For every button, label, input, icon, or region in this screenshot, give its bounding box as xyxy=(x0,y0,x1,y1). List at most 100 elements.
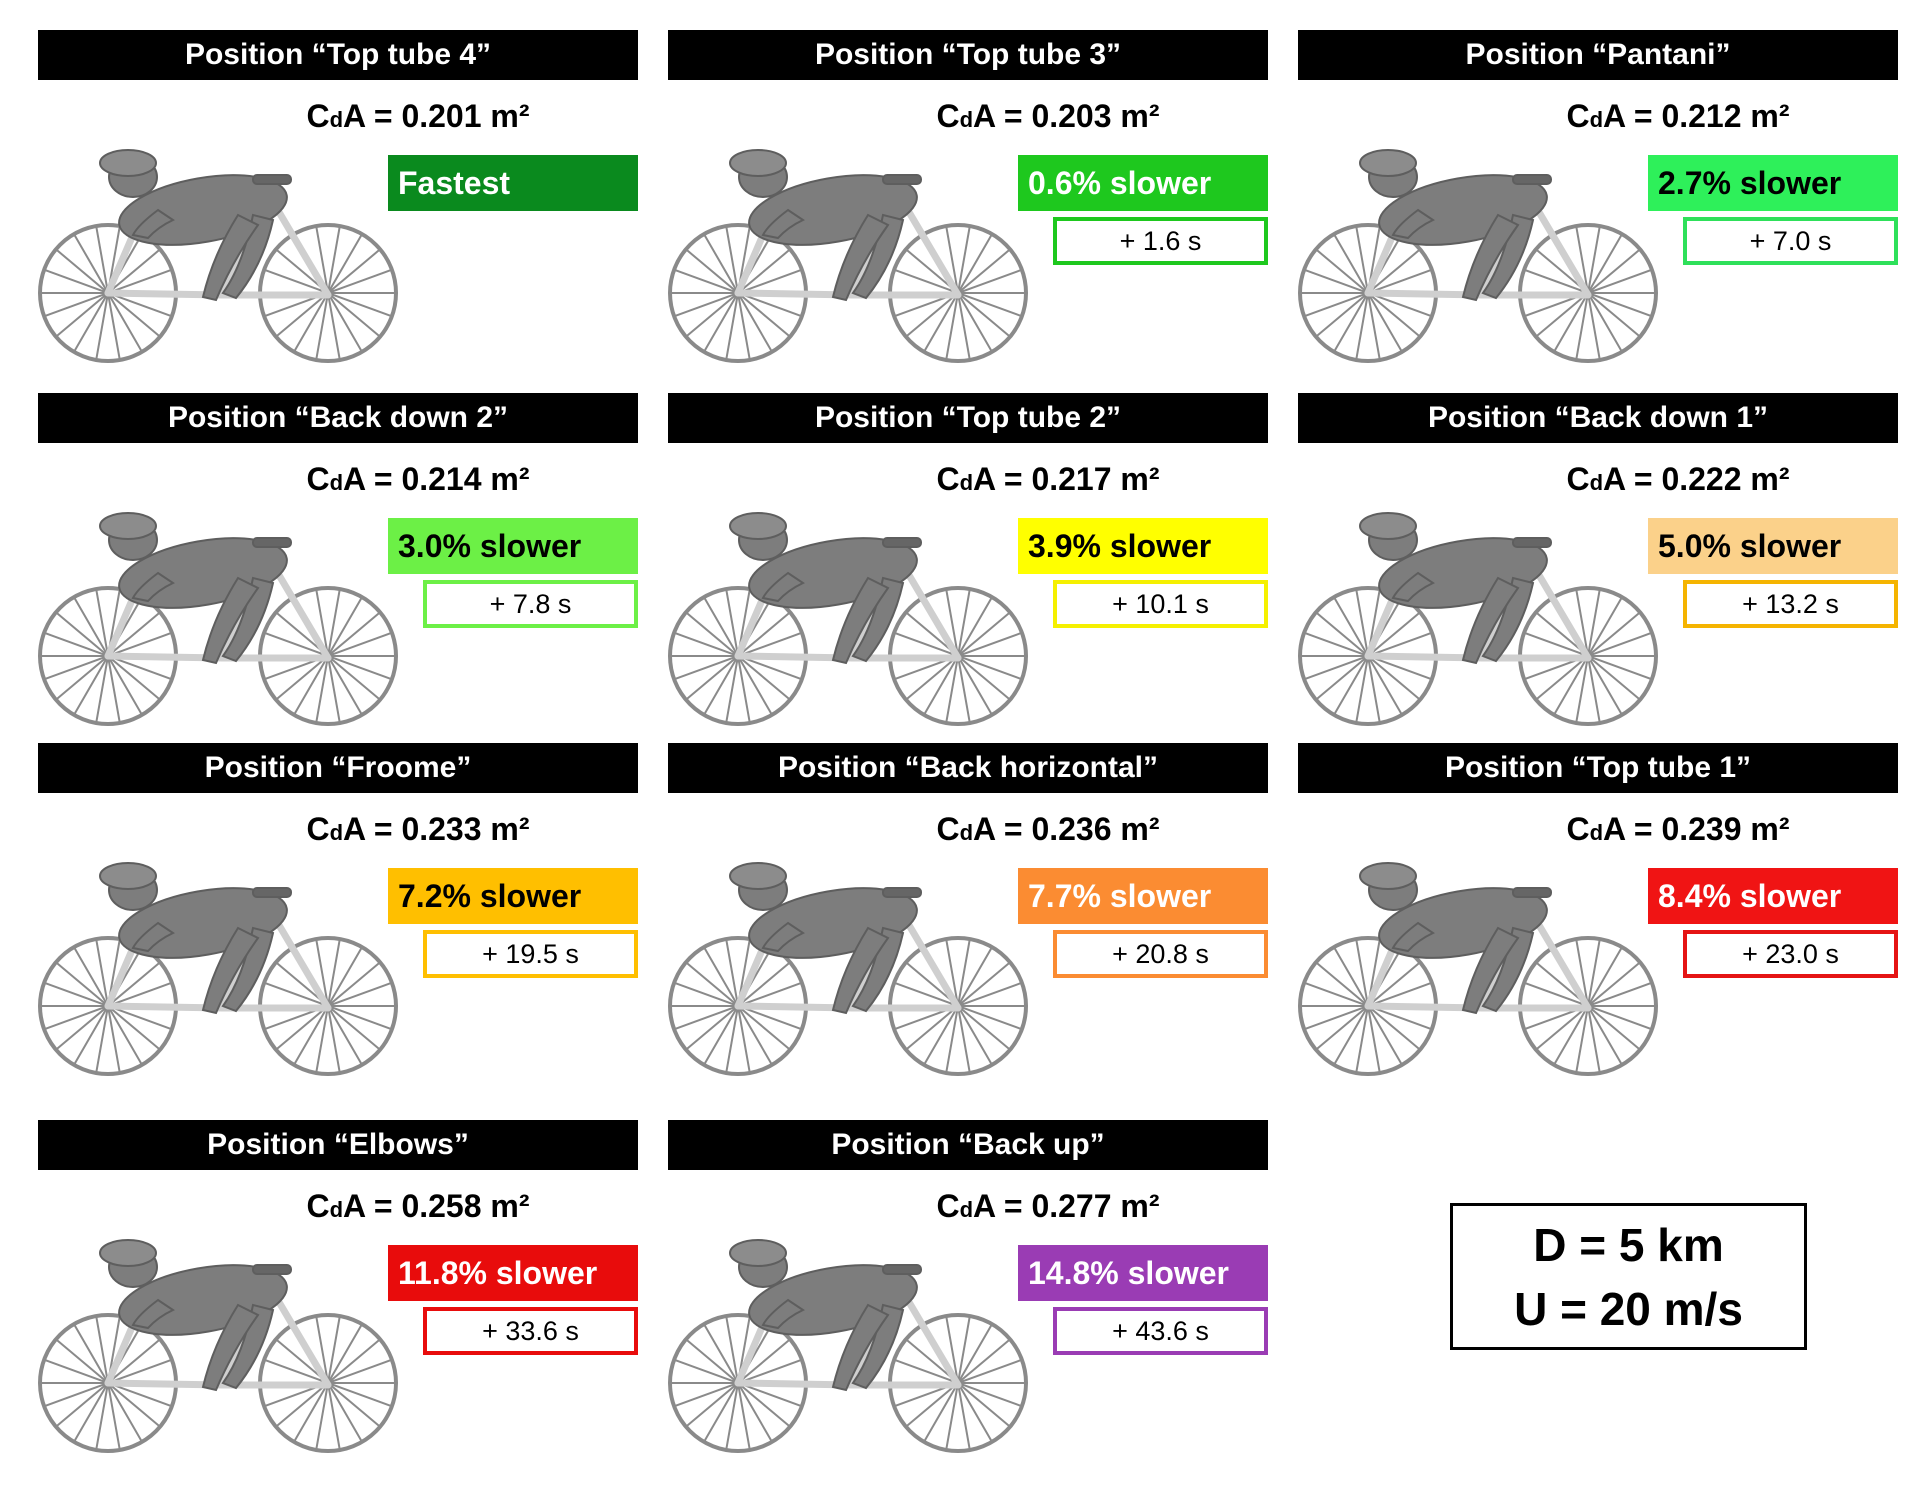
conditions-box: D = 5 km U = 20 m/s xyxy=(1450,1203,1807,1350)
position-panel: Position “Elbows” CdA = 0.258 m² xyxy=(38,1120,638,1475)
position-panel: Position “Top tube 1” CdA = 0.239 xyxy=(1298,743,1898,1098)
time-delta-box: + 7.0 s xyxy=(1683,217,1898,265)
rider-body xyxy=(1359,512,1552,665)
panel-title: Position “Pantani” xyxy=(1298,30,1898,80)
time-delta-box: + 20.8 s xyxy=(1053,930,1268,978)
cda-value: CdA = 0.239 m² xyxy=(1548,811,1808,848)
position-panel: Position “Top tube 3” CdA = 0.203 xyxy=(668,30,1268,385)
cyclist-illustration xyxy=(1298,512,1658,726)
slowdown-badge: Fastest xyxy=(388,155,638,211)
cyclist-illustration xyxy=(668,512,1028,726)
position-panel: Position “Back down 2” CdA = 0.214 xyxy=(38,393,638,748)
cda-number: = 0.214 m² xyxy=(373,461,530,497)
cda-symbol: CdA xyxy=(306,1188,365,1224)
time-delta-box: + 13.2 s xyxy=(1683,580,1898,628)
cda-number: = 0.203 m² xyxy=(1003,98,1160,134)
rider-body xyxy=(99,149,292,302)
slowdown-badge: 8.4% slower xyxy=(1648,868,1898,924)
cda-value: CdA = 0.203 m² xyxy=(918,98,1178,135)
time-delta-box: + 7.8 s xyxy=(423,580,638,628)
cda-value: CdA = 0.233 m² xyxy=(288,811,548,848)
cda-symbol: CdA xyxy=(936,1188,995,1224)
rider-body xyxy=(729,1239,922,1392)
time-delta-box: + 1.6 s xyxy=(1053,217,1268,265)
cda-number: = 0.212 m² xyxy=(1633,98,1790,134)
cda-symbol: CdA xyxy=(936,811,995,847)
panel-title: Position “Froome” xyxy=(38,743,638,793)
cda-number: = 0.217 m² xyxy=(1003,461,1160,497)
cyclist-illustration xyxy=(38,862,398,1076)
slowdown-badge: 3.0% slower xyxy=(388,518,638,574)
cyclist-illustration xyxy=(38,149,398,363)
panel-title: Position “Back horizontal” xyxy=(668,743,1268,793)
slowdown-badge: 2.7% slower xyxy=(1648,155,1898,211)
panel-title: Position “Back down 2” xyxy=(38,393,638,443)
rider-body xyxy=(99,512,292,665)
cda-value: CdA = 0.222 m² xyxy=(1548,461,1808,498)
rider-body xyxy=(1359,149,1552,302)
cda-value: CdA = 0.201 m² xyxy=(288,98,548,135)
rider-body xyxy=(99,862,292,1015)
cda-symbol: CdA xyxy=(1566,98,1625,134)
time-delta-box: + 23.0 s xyxy=(1683,930,1898,978)
time-delta-box: + 43.6 s xyxy=(1053,1307,1268,1355)
cda-symbol: CdA xyxy=(306,461,365,497)
cyclist-illustration xyxy=(1298,149,1658,363)
position-panel: Position “Back down 1” CdA = 0.222 xyxy=(1298,393,1898,748)
slowdown-badge: 3.9% slower xyxy=(1018,518,1268,574)
rider-body xyxy=(729,862,922,1015)
cda-number: = 0.233 m² xyxy=(373,811,530,847)
cda-number: = 0.239 m² xyxy=(1633,811,1790,847)
position-panel: Position “Pantani” CdA = 0.212 m² xyxy=(1298,30,1898,385)
panel-title: Position “Back down 1” xyxy=(1298,393,1898,443)
slowdown-badge: 7.2% slower xyxy=(388,868,638,924)
cyclist-illustration xyxy=(38,512,398,726)
rider-body xyxy=(729,149,922,302)
panel-title: Position “Top tube 3” xyxy=(668,30,1268,80)
panel-title: Position “Back up” xyxy=(668,1120,1268,1170)
position-panel: Position “Back horizontal” CdA = 0 xyxy=(668,743,1268,1098)
position-panel: Position “Top tube 2” CdA = 0.217 xyxy=(668,393,1268,748)
cyclist-illustration xyxy=(1298,862,1658,1076)
panel-title: Position “Elbows” xyxy=(38,1120,638,1170)
position-panel: Position “Top tube 4” CdA = 0.201 xyxy=(38,30,638,385)
rider-body xyxy=(1359,862,1552,1015)
speed-label: U = 20 m/s xyxy=(1514,1282,1743,1335)
cda-symbol: CdA xyxy=(1566,461,1625,497)
rider-body xyxy=(99,1239,292,1392)
panel-title: Position “Top tube 2” xyxy=(668,393,1268,443)
cda-symbol: CdA xyxy=(306,98,365,134)
cda-number: = 0.236 m² xyxy=(1003,811,1160,847)
cda-symbol: CdA xyxy=(936,98,995,134)
distance-label: D = 5 km xyxy=(1533,1218,1724,1271)
cda-number: = 0.258 m² xyxy=(373,1188,530,1224)
panel-title: Position “Top tube 4” xyxy=(38,30,638,80)
cda-value: CdA = 0.258 m² xyxy=(288,1188,548,1225)
cda-value: CdA = 0.217 m² xyxy=(918,461,1178,498)
position-panel: Position “Back up” CdA = 0.277 m² xyxy=(668,1120,1268,1475)
cda-number: = 0.222 m² xyxy=(1633,461,1790,497)
slowdown-badge: 7.7% slower xyxy=(1018,868,1268,924)
time-delta-box: + 19.5 s xyxy=(423,930,638,978)
slowdown-badge: 5.0% slower xyxy=(1648,518,1898,574)
cda-symbol: CdA xyxy=(936,461,995,497)
cyclist-illustration xyxy=(38,1239,398,1453)
cda-value: CdA = 0.214 m² xyxy=(288,461,548,498)
slowdown-badge: 14.8% slower xyxy=(1018,1245,1268,1301)
slowdown-badge: 11.8% slower xyxy=(388,1245,638,1301)
panel-title: Position “Top tube 1” xyxy=(1298,743,1898,793)
time-delta-box: + 33.6 s xyxy=(423,1307,638,1355)
time-delta-box: + 10.1 s xyxy=(1053,580,1268,628)
cda-number: = 0.201 m² xyxy=(373,98,530,134)
cyclist-illustration xyxy=(668,1239,1028,1453)
position-panel: Position “Froome” CdA = 0.233 m² xyxy=(38,743,638,1098)
cda-value: CdA = 0.236 m² xyxy=(918,811,1178,848)
cyclist-illustration xyxy=(668,862,1028,1076)
cda-symbol: CdA xyxy=(306,811,365,847)
cda-symbol: CdA xyxy=(1566,811,1625,847)
cda-number: = 0.277 m² xyxy=(1003,1188,1160,1224)
cda-value: CdA = 0.277 m² xyxy=(918,1188,1178,1225)
cyclist-illustration xyxy=(668,149,1028,363)
slowdown-badge: 0.6% slower xyxy=(1018,155,1268,211)
cda-value: CdA = 0.212 m² xyxy=(1548,98,1808,135)
